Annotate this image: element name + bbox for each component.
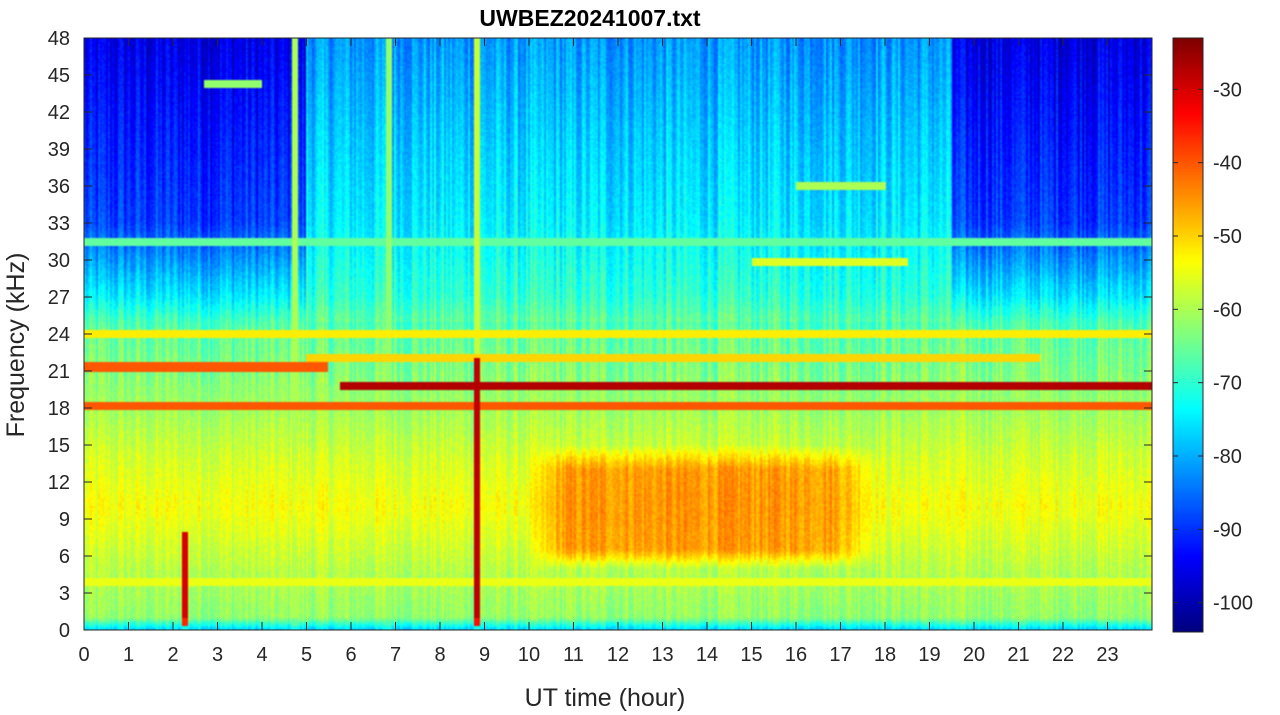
y-tick-label: 6 bbox=[59, 546, 70, 568]
x-axis-label: UT time (hour) bbox=[525, 684, 686, 712]
x-tick-label: 8 bbox=[434, 644, 445, 666]
x-tick-label: 13 bbox=[651, 644, 673, 666]
y-tick-label: 30 bbox=[48, 250, 70, 272]
x-tick-label: 14 bbox=[696, 644, 718, 666]
x-tick-label: 23 bbox=[1096, 644, 1118, 666]
x-tick-label: 17 bbox=[829, 644, 851, 666]
y-axis-label: Frequency (kHz) bbox=[2, 253, 30, 438]
colorbar-tick-label: -50 bbox=[1213, 226, 1242, 248]
x-tick-label: 7 bbox=[390, 644, 401, 666]
x-tick-label: 6 bbox=[345, 644, 356, 666]
colorbar-tick-label: -40 bbox=[1213, 153, 1242, 175]
plot-area bbox=[83, 37, 1153, 631]
x-tick-label: 12 bbox=[607, 644, 629, 666]
x-tick-label: 1 bbox=[123, 644, 134, 666]
colorbar-tick-label: -30 bbox=[1213, 79, 1242, 101]
chart-title: UWBEZ20241007.txt bbox=[479, 5, 700, 31]
x-tick-label: 21 bbox=[1007, 644, 1029, 666]
colorbar-tick-label: -60 bbox=[1213, 299, 1242, 321]
y-tick-label: 39 bbox=[48, 139, 70, 161]
colorbar-frame bbox=[1172, 37, 1204, 633]
colorbar-tick-label: -70 bbox=[1213, 373, 1242, 395]
y-tick-label: 27 bbox=[48, 287, 70, 309]
y-tick-label: 15 bbox=[48, 435, 70, 457]
x-tick-label: 9 bbox=[479, 644, 490, 666]
y-tick-label: 21 bbox=[48, 361, 70, 383]
colorbar-tick-label: -100 bbox=[1213, 593, 1253, 615]
x-tick-label: 4 bbox=[256, 644, 267, 666]
y-tick-label: 24 bbox=[48, 324, 70, 346]
x-tick-label: 20 bbox=[963, 644, 985, 666]
y-tick-label: 0 bbox=[59, 620, 70, 642]
x-tick-label: 22 bbox=[1052, 644, 1074, 666]
y-tick-label: 42 bbox=[48, 102, 70, 124]
x-tick-label: 3 bbox=[212, 644, 223, 666]
x-axis: 0 1 2 3 4 5 6 7 8 9 10 11 12 13 14 15 16 17 18 19 20 21 22 23 bbox=[78, 38, 1119, 666]
spectrogram-heatmap bbox=[84, 38, 1152, 630]
x-tick-label: 2 bbox=[167, 644, 178, 666]
x-tick-label: 18 bbox=[874, 644, 896, 666]
y-tick-label: 33 bbox=[48, 213, 70, 235]
y-tick-label: 18 bbox=[48, 398, 70, 420]
y-tick-label: 45 bbox=[48, 65, 70, 87]
colorbar-tick-label: -90 bbox=[1213, 519, 1242, 541]
y-tick-label: 12 bbox=[48, 472, 70, 494]
colorbar-tick-label: -80 bbox=[1213, 446, 1242, 468]
y-tick-label: 3 bbox=[59, 583, 70, 605]
y-tick-label: 48 bbox=[48, 28, 70, 50]
x-tick-label: 19 bbox=[918, 644, 940, 666]
colorbar-gradient bbox=[1173, 38, 1203, 632]
colorbar: -100 -90 -80 -70 -60 -50 -40 -30 bbox=[1172, 37, 1253, 633]
y-tick-label: 9 bbox=[59, 509, 70, 531]
y-tick-label: 36 bbox=[48, 176, 70, 198]
x-tick-label: 16 bbox=[785, 644, 807, 666]
x-tick-label: 0 bbox=[78, 644, 89, 666]
x-tick-label: 10 bbox=[518, 644, 540, 666]
x-tick-label: 11 bbox=[563, 644, 584, 666]
x-tick-label: 5 bbox=[301, 644, 312, 666]
colorbar-ticks: -100 -90 -80 -70 -60 -50 -40 -30 bbox=[1173, 79, 1253, 615]
x-tick-label: 15 bbox=[740, 644, 762, 666]
